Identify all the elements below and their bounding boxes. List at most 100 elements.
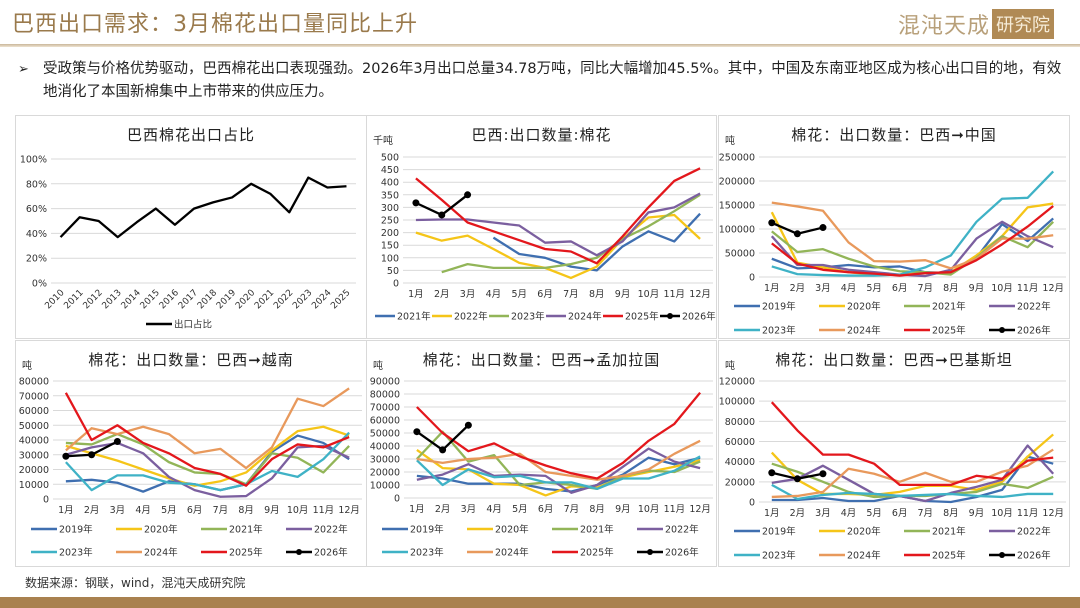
y-tick-label: 100000 [719, 397, 755, 408]
y-tick-label: 200 [381, 228, 399, 239]
x-tick-label: 9月 [969, 508, 985, 519]
x-tick-label: 4月 [486, 289, 502, 300]
x-tick-label: 2月 [84, 505, 100, 516]
x-tick-label: 4月 [135, 505, 151, 516]
x-tick-label: 1月 [409, 504, 425, 515]
series-line-2023年 [771, 170, 1055, 277]
y-tick-label: 90000 [370, 377, 400, 388]
legend-label: 2026年 [314, 547, 348, 559]
chart-panel-bangladesh: 0 10000 20000 30000 40000 50000 60000 70000 8000… [366, 340, 717, 567]
legend-label: 2024年 [568, 311, 602, 323]
legend-label: 2024年 [495, 547, 529, 559]
x-tick-label: 3月 [460, 289, 476, 300]
x-tick-label: 10月 [287, 505, 309, 516]
x-tick-label: 2010 [43, 288, 66, 311]
x-tick-label: 11月 [1017, 508, 1039, 519]
y-tick-label: 40000 [370, 442, 400, 453]
x-tick-label: 4月 [841, 508, 857, 519]
chart-unit: 吨 [22, 361, 32, 372]
x-tick-label: 7月 [213, 505, 229, 516]
chart-svg: 0 50000 100000 150000 200000 250000 1月 2月 3月 4月 5月… [719, 153, 1066, 337]
series-line-2025年 [415, 167, 701, 265]
x-tick-label: 2021 [253, 288, 276, 311]
y-tick-label: 10000 [370, 481, 400, 492]
y-tick-label: 20000 [725, 477, 755, 488]
chart-svg: 0%20%40%60%80%100%2010201120122013201420… [20, 155, 356, 331]
x-tick-label: 6月 [537, 289, 553, 300]
data-point [438, 211, 446, 219]
y-tick-label: 70000 [19, 391, 49, 402]
x-tick-label: 8月 [589, 504, 605, 515]
chart-title: 棉花：出口数量：巴西➞越南 [88, 351, 294, 369]
summary-text: 受政策与价格优势驱动，巴西棉花出口表现强劲。2026年3月出口总量34.78万吨… [43, 61, 1062, 100]
x-tick-label: 6月 [187, 505, 203, 516]
data-point [88, 451, 96, 459]
legend-marker [999, 552, 1005, 558]
series-line-2024年 [771, 448, 1054, 499]
legend-label: 2025年 [229, 547, 263, 559]
x-tick-label: 2016 [158, 288, 181, 311]
x-tick-label: 1月 [58, 505, 74, 516]
x-tick-label: 12月 [1042, 283, 1064, 294]
x-tick-label: 2015 [139, 288, 162, 311]
x-tick-label: 12月 [689, 504, 711, 515]
series-line-2025年 [770, 401, 1054, 487]
x-tick-label: 2月 [790, 508, 806, 519]
legend-label: 2020年 [144, 524, 178, 536]
y-tick-label: 0 [393, 279, 399, 290]
series-line-2023年 [65, 431, 350, 492]
y-tick-label: 60000 [19, 406, 49, 417]
x-tick-label: 2022 [272, 288, 295, 311]
y-tick-label: 200000 [719, 177, 755, 188]
data-point [768, 469, 776, 477]
legend-label: 2025年 [932, 325, 966, 337]
summary-bullet: ➢ 受政策与价格优势驱动，巴西棉花出口表现强劲。2026年3月出口总量34.78… [18, 58, 1063, 104]
x-tick-label: 7月 [918, 283, 934, 294]
series-line-2024年 [771, 201, 1054, 270]
series-line-2024年 [416, 439, 701, 481]
y-tick-label: 120000 [719, 377, 755, 388]
x-tick-label: 1月 [408, 289, 424, 300]
series-line-2022年 [415, 213, 701, 280]
legend-label: 2026年 [1017, 325, 1051, 337]
y-tick-label: 20% [26, 254, 47, 265]
x-tick-label: 6月 [892, 508, 908, 519]
y-tick-label: 0 [749, 498, 755, 509]
legend-label: 2026年 [682, 311, 716, 323]
x-tick-label: 5月 [866, 508, 882, 519]
chart-title: 棉花：出口数量：巴西➞巴基斯坦 [775, 351, 1013, 369]
chart-title: 巴西棉花出口占比 [126, 126, 255, 144]
y-tick-label: 100000 [719, 225, 755, 236]
legend-label: 2019年 [762, 301, 796, 313]
y-tick-label: 250 [381, 216, 399, 227]
x-tick-label: 2020 [234, 288, 257, 311]
chart-panel-vietnam: 0 10000 20000 30000 40000 50000 60000 70000 8000… [15, 340, 367, 567]
x-tick-label: 9月 [264, 505, 280, 516]
series-line-2023年 [441, 193, 701, 274]
y-tick-label: 60000 [370, 416, 400, 427]
data-point [819, 470, 827, 478]
chart-svg: 0 10000 20000 30000 40000 50000 60000 70000 8000… [370, 377, 713, 559]
legend-label: 2020年 [847, 301, 881, 313]
x-tick-label: 2月 [434, 289, 450, 300]
legend-label: 2023年 [59, 547, 93, 559]
brand-logo: 混沌天成 研究院 [898, 8, 1054, 40]
series-line-2022年 [416, 447, 701, 494]
x-tick-label: 12月 [338, 505, 360, 516]
page-title: 巴西出口需求：3月棉花出口量同比上升 [12, 12, 418, 37]
legend-label: 2025年 [580, 547, 614, 559]
x-tick-label: 5月 [511, 289, 527, 300]
footer-band [0, 597, 1080, 608]
y-tick-label: 80000 [19, 377, 49, 388]
chart-title: 巴西:出口数量:棉花 [471, 126, 612, 144]
series-line-2025年 [64, 392, 350, 487]
y-tick-label: 40% [26, 229, 47, 240]
y-tick-label: 60% [26, 204, 47, 215]
series-line-2023年 [771, 483, 1054, 501]
x-tick-label: 2月 [790, 283, 806, 294]
y-tick-label: 30000 [19, 450, 49, 461]
chart-title: 棉花：出口数量：巴西➞中国 [791, 126, 997, 144]
y-tick-label: 20000 [19, 465, 49, 476]
x-tick-label: 8月 [589, 289, 605, 300]
x-tick-label: 2024 [310, 288, 333, 311]
